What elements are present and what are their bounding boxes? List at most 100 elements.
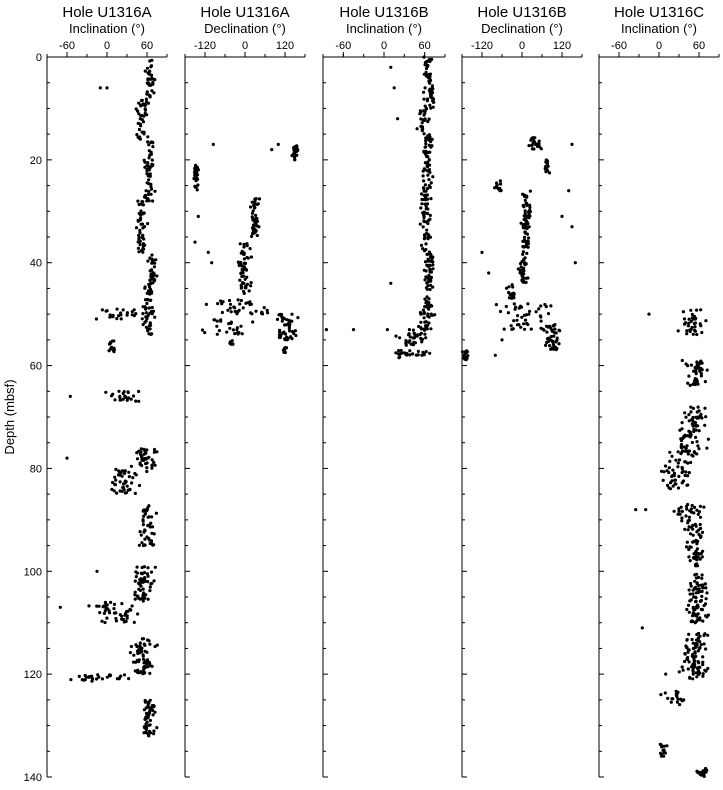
- data-point: [423, 332, 427, 336]
- data-point: [68, 394, 72, 398]
- data-point: [144, 715, 148, 719]
- data-point: [293, 152, 297, 156]
- data-point: [694, 435, 698, 439]
- data-point: [142, 102, 146, 106]
- data-point: [696, 555, 700, 559]
- data-point: [125, 398, 129, 402]
- data-point: [351, 328, 356, 332]
- data-point: [136, 651, 140, 656]
- data-point: [147, 189, 151, 194]
- data-point: [142, 158, 146, 162]
- data-point: [689, 584, 693, 588]
- data-point: [281, 331, 285, 335]
- data-point: [147, 515, 151, 519]
- data-point: [419, 192, 424, 196]
- data-point: [522, 327, 527, 331]
- data-point: [421, 186, 426, 190]
- data-point: [103, 609, 107, 613]
- data-point: [695, 572, 699, 576]
- data-point: [699, 643, 703, 647]
- data-point: [427, 275, 431, 279]
- data-point: [238, 242, 242, 246]
- data-point: [700, 608, 705, 612]
- data-point: [119, 674, 123, 678]
- data-point: [523, 280, 527, 285]
- data-point: [690, 312, 695, 317]
- data-point: [693, 522, 698, 527]
- data-point: [525, 232, 530, 236]
- data-point: [420, 121, 424, 125]
- data-point: [145, 90, 149, 94]
- data-point: [701, 619, 705, 623]
- data-point: [694, 377, 699, 381]
- data-point: [680, 665, 684, 669]
- data-point: [416, 349, 420, 353]
- data-point: [680, 519, 684, 523]
- data-point: [139, 209, 143, 213]
- data-point: [689, 581, 693, 586]
- data-point: [141, 246, 145, 251]
- data-point: [423, 183, 427, 187]
- data-point: [131, 476, 135, 480]
- data-point: [680, 509, 684, 513]
- data-point: [687, 374, 691, 378]
- data-point: [696, 660, 700, 664]
- data-point: [426, 211, 430, 216]
- data-point: [150, 332, 154, 336]
- data-point: [695, 675, 699, 679]
- data-point: [250, 312, 254, 316]
- data-point: [425, 228, 429, 232]
- data-point: [150, 312, 154, 316]
- data-point: [148, 718, 152, 723]
- data-point: [140, 637, 144, 641]
- data-point: [215, 324, 219, 328]
- data-point: [696, 382, 700, 386]
- data-point: [695, 666, 700, 670]
- data-point: [155, 274, 159, 278]
- panel-x-axis-label: Declination (°): [204, 21, 286, 36]
- data-point: [143, 320, 147, 324]
- data-point: [129, 608, 133, 612]
- data-point: [120, 474, 124, 478]
- data-point: [252, 205, 256, 209]
- data-point: [154, 511, 158, 515]
- data-point: [520, 315, 524, 319]
- data-point: [110, 487, 114, 491]
- data-point: [117, 389, 121, 393]
- data-point: [523, 230, 527, 234]
- data-point: [248, 247, 252, 251]
- data-point: [147, 324, 152, 328]
- data-point: [103, 620, 107, 625]
- data-point: [278, 330, 282, 334]
- data-point: [132, 653, 136, 657]
- x-tick-label: 0: [656, 40, 662, 52]
- data-point: [679, 505, 683, 509]
- data-point: [242, 291, 246, 295]
- data-point: [148, 327, 152, 331]
- data-point: [136, 219, 140, 223]
- data-point: [142, 514, 146, 519]
- data-point: [193, 185, 197, 189]
- data-point: [148, 711, 152, 715]
- data-point: [262, 306, 266, 310]
- data-point: [686, 452, 690, 456]
- data-point: [694, 576, 699, 580]
- data-point: [422, 351, 426, 356]
- data-point: [283, 332, 288, 336]
- data-point: [145, 469, 149, 474]
- data-point: [104, 309, 108, 313]
- data-point: [142, 571, 146, 575]
- data-point: [685, 540, 689, 544]
- data-point: [151, 82, 155, 86]
- data-point: [660, 752, 664, 756]
- data-point: [252, 224, 256, 228]
- data-point: [695, 440, 699, 444]
- data-point: [428, 287, 432, 292]
- data-point: [143, 537, 147, 541]
- data-point: [399, 351, 404, 355]
- data-point: [521, 192, 525, 196]
- data-point: [121, 308, 125, 312]
- data-point: [690, 418, 694, 422]
- panel-title: Hole U1316B: [339, 4, 428, 21]
- data-point: [147, 167, 151, 171]
